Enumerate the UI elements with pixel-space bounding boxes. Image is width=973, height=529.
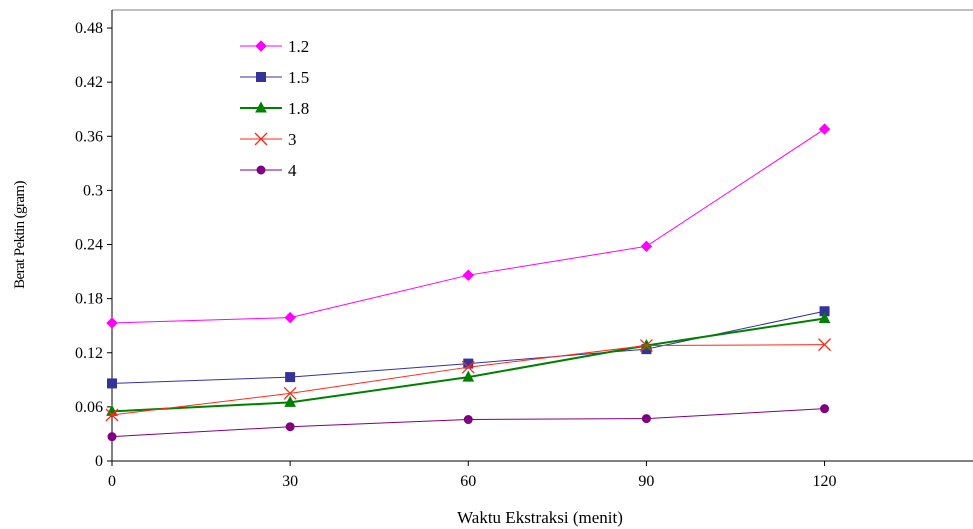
data-point-circle-marker bbox=[107, 432, 117, 442]
y-tick-label: 0 bbox=[95, 453, 103, 470]
data-point-diamond-marker bbox=[462, 269, 474, 281]
y-tick-label: 0.48 bbox=[75, 20, 103, 37]
x-axis-title: Waktu Ekstraksi (menit) bbox=[457, 508, 623, 527]
x-tick-label: 30 bbox=[282, 473, 298, 490]
data-point-triangle-marker bbox=[284, 395, 296, 407]
x-tick-label: 90 bbox=[638, 473, 654, 490]
series-line bbox=[111, 128, 825, 324]
series-0 bbox=[106, 123, 831, 329]
series-4 bbox=[107, 404, 830, 442]
data-point-diamond-marker bbox=[640, 240, 653, 253]
legend-label: 4 bbox=[288, 161, 297, 180]
data-point-circle-marker bbox=[641, 414, 651, 424]
data-point-x-marker bbox=[639, 339, 653, 353]
data-point-x-marker bbox=[461, 360, 475, 374]
series-3 bbox=[105, 338, 832, 422]
y-axis-title: Berat Pektin (gram) bbox=[12, 181, 28, 289]
legend-item: 1.2 bbox=[240, 37, 309, 56]
data-point-square-marker bbox=[107, 378, 117, 389]
data-point-circle-marker bbox=[256, 165, 266, 175]
legend-label: 1.5 bbox=[288, 68, 309, 87]
legend-item: 4 bbox=[240, 161, 297, 180]
data-point-triangle-marker bbox=[818, 311, 831, 323]
data-point-triangle-marker bbox=[255, 101, 267, 113]
y-tick-label: 0.36 bbox=[75, 128, 103, 145]
legend-label: 1.8 bbox=[288, 99, 309, 118]
data-point-circle-marker bbox=[463, 415, 473, 425]
data-point-x-marker bbox=[105, 408, 119, 422]
y-tick-label: 0.3 bbox=[83, 182, 103, 199]
y-tick-label: 0.06 bbox=[75, 399, 103, 416]
plot-area bbox=[111, 9, 973, 462]
data-point-square-marker bbox=[285, 372, 296, 383]
data-point-x-marker bbox=[818, 338, 832, 352]
data-point-x-marker bbox=[283, 386, 297, 400]
data-point-triangle-marker bbox=[462, 370, 475, 382]
series-layer bbox=[105, 123, 832, 442]
data-point-diamond-marker bbox=[818, 123, 831, 135]
legend-item: 3 bbox=[240, 130, 297, 149]
x-axis-ticks: 0 30 60 90 120 bbox=[108, 461, 837, 490]
x-tick-label: 120 bbox=[813, 473, 837, 490]
y-tick-label: 0.24 bbox=[75, 237, 103, 254]
data-point-circle-marker bbox=[820, 404, 830, 414]
y-tick-label: 0.18 bbox=[75, 291, 103, 308]
y-tick-label: 0.12 bbox=[75, 345, 103, 362]
legend-label: 1.2 bbox=[288, 37, 309, 56]
legend-label: 3 bbox=[288, 130, 297, 149]
y-axis-ticks: 0 0.06 0.12 0.18 0.24 0.3 0.36 0.42 0.48 bbox=[75, 20, 112, 470]
y-tick-label: 0.42 bbox=[75, 74, 103, 91]
legend: 1.2 1.5 1.8 3 4 bbox=[240, 37, 309, 180]
data-point-x-marker bbox=[254, 132, 268, 146]
legend-item: 1.5 bbox=[240, 68, 309, 87]
data-point-circle-marker bbox=[285, 422, 295, 432]
x-tick-label: 0 bbox=[108, 473, 116, 490]
data-point-diamond-marker bbox=[106, 317, 118, 329]
data-point-diamond-marker bbox=[284, 311, 296, 324]
data-point-square-marker bbox=[256, 72, 266, 82]
data-point-diamond-marker bbox=[255, 40, 267, 52]
legend-item: 1.8 bbox=[240, 99, 309, 118]
x-tick-label: 60 bbox=[460, 473, 476, 490]
